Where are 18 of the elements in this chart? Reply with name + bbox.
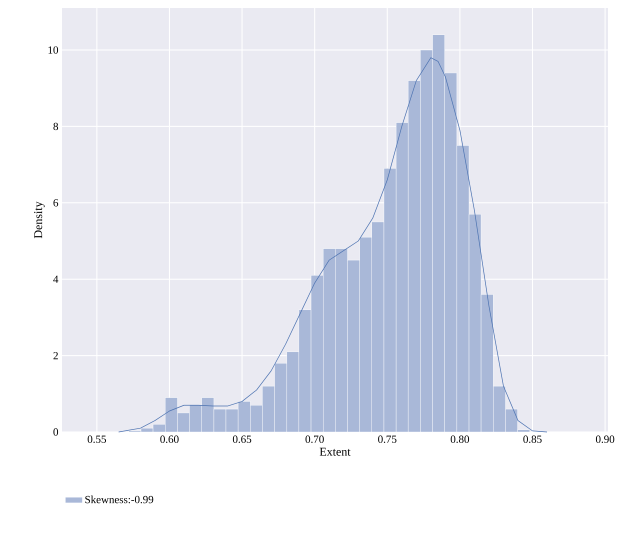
y-axis-title: Density xyxy=(34,201,45,238)
y-tick-label: 4 xyxy=(53,276,58,283)
legend-label: Skewness:-0.99 xyxy=(85,496,154,504)
x-tick-label: 0.90 xyxy=(596,436,614,443)
y-tick-label: 0 xyxy=(53,428,58,436)
x-tick-label: 0.70 xyxy=(306,436,324,443)
x-tick-label: 0.60 xyxy=(160,436,179,443)
y-tick-label: 2 xyxy=(53,352,58,360)
x-tick-label: 0.80 xyxy=(450,436,470,443)
x-tick-label: 0.85 xyxy=(523,436,542,443)
x-tick-label: 0.55 xyxy=(88,436,106,443)
y-tick-label: 8 xyxy=(53,122,58,130)
x-axis-title: Extent xyxy=(320,448,351,456)
x-tick-label: 0.65 xyxy=(232,436,252,443)
y-tick-label: 10 xyxy=(48,46,58,54)
x-tick-label: 0.75 xyxy=(378,436,396,443)
line-series xyxy=(118,57,548,432)
y-tick-label: 6 xyxy=(53,199,58,206)
